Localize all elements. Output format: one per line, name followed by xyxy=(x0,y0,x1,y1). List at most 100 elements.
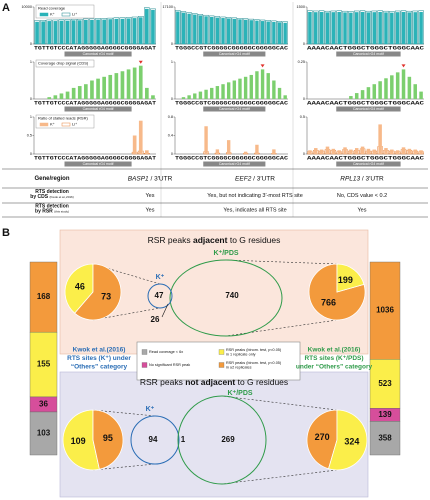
bar xyxy=(395,150,400,154)
legend-label: K⁺ xyxy=(50,122,55,127)
legend-label: K⁺ xyxy=(50,12,55,17)
bar xyxy=(277,22,282,44)
pie-slice xyxy=(336,263,365,293)
bar xyxy=(193,93,197,99)
section-title: RSR peaks not adjacent to G residues xyxy=(140,377,288,387)
peak-marker xyxy=(401,64,406,68)
bar xyxy=(210,87,214,99)
peak-marker xyxy=(260,64,265,68)
venn-count: 740 xyxy=(225,291,239,300)
bar xyxy=(337,150,341,154)
legend xyxy=(35,4,95,19)
bar xyxy=(53,95,58,99)
row-source: (Kwok et al.,2016) xyxy=(50,195,74,199)
pie-label: 324 xyxy=(344,437,359,447)
bar xyxy=(407,12,412,44)
bar xyxy=(138,65,143,99)
bar xyxy=(132,135,137,154)
legend xyxy=(35,114,95,129)
bar xyxy=(193,14,197,44)
bar xyxy=(221,18,225,44)
pie-label: 270 xyxy=(315,432,330,442)
bar xyxy=(349,96,353,99)
bar xyxy=(176,11,180,44)
bar xyxy=(395,72,400,99)
bar xyxy=(65,91,70,99)
table-cell: Yes, but not indicating 3′-most RTS site xyxy=(207,193,303,199)
bar xyxy=(390,149,394,154)
row-label-main: by RSR xyxy=(35,209,53,215)
y-tick-label: 0 xyxy=(171,42,173,46)
bar xyxy=(260,21,265,44)
segment-label: 103 xyxy=(37,429,51,438)
bar xyxy=(283,22,287,44)
bar xyxy=(354,12,359,44)
venn-k xyxy=(130,415,180,465)
venn-count: 269 xyxy=(221,435,235,444)
bar xyxy=(238,78,242,99)
table-cell: Yes xyxy=(358,207,367,213)
region: / 3′UTR xyxy=(149,175,173,182)
bar xyxy=(114,18,119,44)
legend-title: Read coverage xyxy=(38,6,66,11)
bar xyxy=(413,84,417,99)
pie-slice xyxy=(92,409,124,470)
y-tick-label: 0 xyxy=(303,42,305,46)
bar xyxy=(419,150,423,154)
row-label-main: by CDS xyxy=(30,194,48,200)
bar xyxy=(96,78,100,99)
bar xyxy=(198,91,203,99)
bar xyxy=(187,13,191,44)
bar xyxy=(35,21,39,44)
y-tick-label: 17100 xyxy=(162,5,173,9)
bar xyxy=(226,18,231,44)
note: “Others” category xyxy=(71,364,128,371)
bar xyxy=(249,74,253,99)
legend-box xyxy=(136,341,301,381)
gene-name: BASP1 xyxy=(128,175,149,182)
segment-label: 358 xyxy=(378,433,392,442)
motif-bar xyxy=(336,161,401,167)
pie-label: 766 xyxy=(321,298,336,308)
motif-bar xyxy=(203,51,266,57)
bar xyxy=(325,12,330,44)
pie-slice xyxy=(306,409,338,470)
bar xyxy=(272,149,276,154)
panel-label: B xyxy=(2,227,10,239)
y-tick-label: 1 xyxy=(171,60,173,64)
bar xyxy=(47,97,52,99)
bar xyxy=(41,21,45,44)
bar xyxy=(378,124,382,154)
bar xyxy=(114,73,119,99)
stack-segment xyxy=(29,411,58,456)
y-tick-label: 0 xyxy=(30,97,32,101)
note: Kwok et al.(2016) xyxy=(308,347,361,354)
bar xyxy=(151,9,155,45)
bar xyxy=(378,11,382,44)
bar xyxy=(102,19,106,44)
title-part: to G residues xyxy=(235,377,288,387)
bar xyxy=(419,91,423,99)
bar xyxy=(384,78,388,99)
bar xyxy=(272,21,276,44)
bar xyxy=(126,69,131,99)
sequence: AAAACAACTGGGCTGGGCTGGGCAAC xyxy=(307,155,424,161)
venn-k-pds xyxy=(177,395,267,485)
bar xyxy=(266,73,270,99)
y-tick-label: 0.4 xyxy=(168,134,173,138)
connector xyxy=(225,319,338,337)
bar xyxy=(238,19,242,44)
legend-label: RSR peaks (binom. test, p<0.05) xyxy=(226,348,282,352)
motif-bar xyxy=(203,106,266,112)
bar xyxy=(221,84,225,99)
bar xyxy=(283,95,287,99)
bar xyxy=(354,148,359,154)
sequence: TGTTGTCCCATAGGGGGAGGGGCGGGGAGAT xyxy=(34,155,156,161)
bar xyxy=(71,87,76,99)
connector xyxy=(92,307,161,321)
legend-swatch xyxy=(61,122,71,127)
bar xyxy=(343,147,347,154)
table-cell: Yes xyxy=(146,207,155,213)
y-tick-label: 1500 xyxy=(297,5,305,9)
legend-label: Read coverage < 6x xyxy=(149,350,183,354)
